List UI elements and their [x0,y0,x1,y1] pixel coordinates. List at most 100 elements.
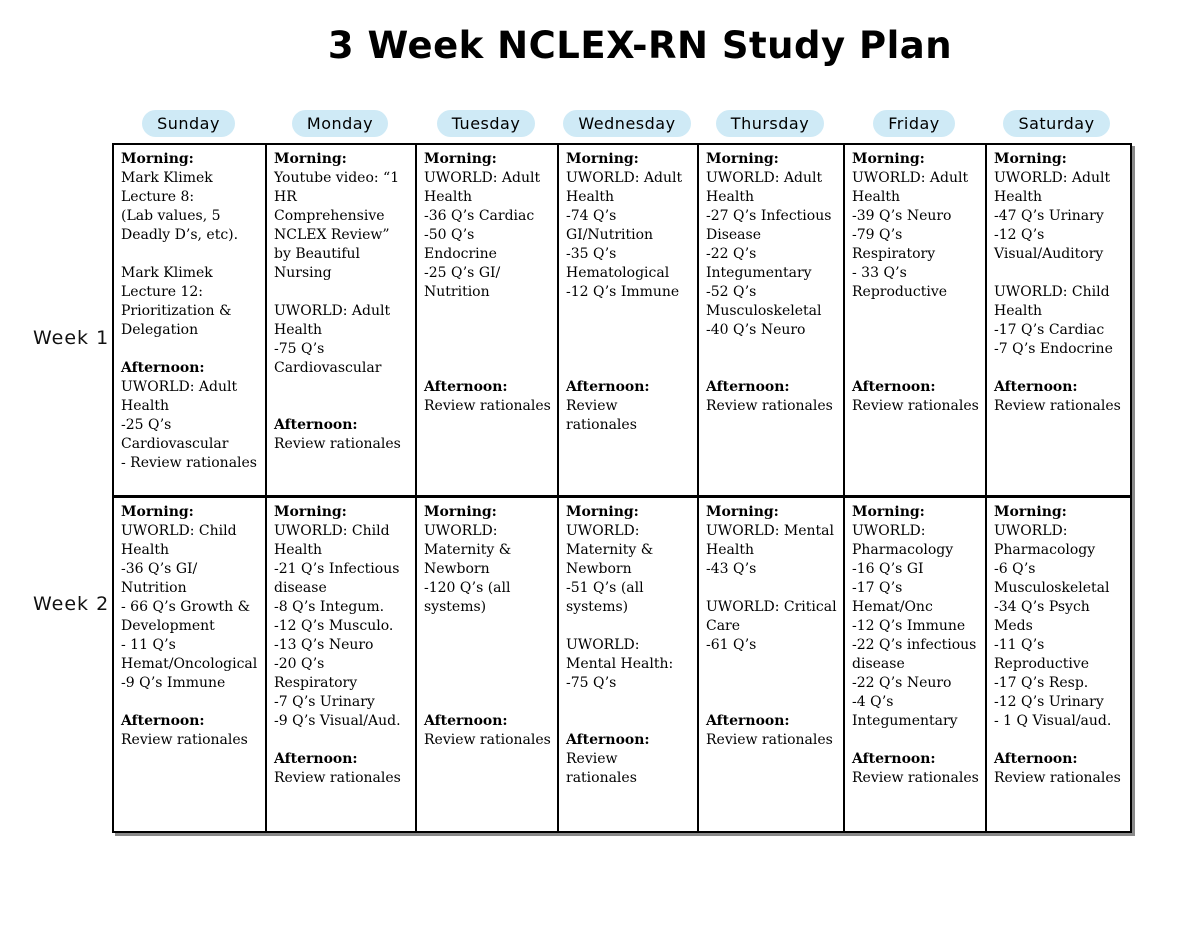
study-line: -6 Q’s Musculoskeletal [994,561,1110,596]
blank-line [566,712,691,731]
session-heading: Morning: [274,504,347,520]
blank-line [424,617,551,636]
study-line: Review rationales [852,398,979,414]
blank-line [852,359,979,378]
session-heading: Morning: [424,151,497,167]
day-pill-wednesday: Wednesday [563,109,691,137]
study-line: UWORLD: Pharmacology [852,523,954,558]
study-line: -22 Q’s Integumentary [706,246,812,281]
session-heading: Morning: [706,151,779,167]
study-line: UWORLD: Child Health [121,523,237,558]
blank-line [566,617,691,636]
blank-line [566,693,691,712]
session-heading: Morning: [994,504,1067,520]
study-line: -40 Q’s Neuro [706,322,806,338]
study-line: UWORLD: Maternity & Newborn [424,523,512,577]
study-line: UWORLD: Adult Health [274,303,391,338]
blank-line [706,340,837,359]
study-line: -39 Q’s Neuro [852,208,952,224]
study-line: -27 Q’s Infectious Disease [706,208,832,243]
blank-line [706,579,837,598]
study-line: -17 Q’s Hemat/Onc [852,580,933,615]
session-heading: Afternoon: [274,417,358,433]
week-2-label: Week 2 [33,593,110,615]
study-line: -22 Q’s Neuro [852,675,952,691]
study-line: Youtube video: “1 HR Comprehensive NCLEX… [274,170,400,281]
study-line: Review rationales [121,732,248,748]
session-heading: Afternoon: [994,379,1078,395]
study-line: -9 Q’s Immune [121,675,226,691]
page-title: 3 Week NCLEX-RN Study Plan [327,24,953,67]
study-line: -36 Q’s GI/ Nutrition [121,561,198,596]
study-line: -43 Q’s [706,561,757,577]
study-line: -20 Q’s Respiratory [274,656,358,691]
blank-line [424,636,551,655]
study-line: Review rationales [852,770,979,786]
study-line: -75 Q’s [566,675,617,691]
study-line: Review rationales [274,770,401,786]
study-line: Review rationales [274,436,401,452]
study-line: - 33 Q’s Reproductive [852,265,948,300]
session-heading: Afternoon: [424,713,508,729]
study-line: - Review rationales [121,455,257,471]
study-line: -35 Q’s Hematological [566,246,670,281]
blank-line [852,340,979,359]
cell-week1-wednesday: Morning: UWORLD: Adult Health -74 Q’s GI/N… [559,145,699,498]
study-line: -9 Q’s Visual/Aud. [274,713,401,729]
study-table: Morning: Mark Klimek Lecture 8: (Lab value… [112,143,1132,833]
blank-line [566,359,691,378]
day-pill-slot: Tuesday [415,106,557,140]
study-line: UWORLD: Adult Health [566,170,683,205]
study-line: -12 Q’s Immune [566,284,680,300]
blank-line [121,245,259,264]
study-line: UWORLD: Critical Care [706,599,837,634]
session-heading: Morning: [852,504,925,520]
session-heading: Morning: [424,504,497,520]
study-line: UWORLD: Adult Health [852,170,969,205]
study-line: -79 Q’s Respiratory [852,227,936,262]
study-line: UWORLD: Mental Health [706,523,834,558]
study-line: -12 Q’s Musculo. [274,618,394,634]
session-heading: Afternoon: [121,713,205,729]
study-line: -25 Q’s Cardiovascular [121,417,229,452]
day-pill-friday: Friday [873,109,955,137]
study-line: Review rationales [706,398,833,414]
study-line: -75 Q’s Cardiovascular [274,341,382,376]
study-line: - 1 Q Visual/aud. [994,713,1112,729]
session-heading: Morning: [274,151,347,167]
study-line: - 66 Q’s Growth & Development [121,599,251,634]
study-line: Review rationales [566,751,637,786]
blank-line [424,359,551,378]
study-line: -22 Q’s infectious disease [852,637,977,672]
study-line: -51 Q’s (all systems) [566,580,644,615]
cell-week2-monday: Morning: UWORLD: Child Health -21 Q’s Infe… [267,498,417,831]
blank-line [706,359,837,378]
study-line: (Lab values, 5 Deadly D’s, etc). [121,208,239,243]
blank-line [424,674,551,693]
cell-week1-saturday: Morning: UWORLD: Adult Health -47 Q’s Urin… [987,145,1130,498]
session-heading: Morning: [994,151,1067,167]
session-heading: Afternoon: [706,713,790,729]
study-line: UWORLD: Child Health [994,284,1110,319]
study-line: Review rationales [566,398,637,433]
cell-week1-sunday: Morning: Mark Klimek Lecture 8: (Lab value… [114,145,267,498]
day-pill-slot: Saturday [985,106,1128,140]
session-heading: Afternoon: [994,751,1078,767]
day-pill-thursday: Thursday [715,109,825,137]
study-line: -25 Q’s GI/ Nutrition [424,265,501,300]
cell-week1-friday: Morning: UWORLD: Adult Health -39 Q’s Neur… [845,145,987,498]
study-line: Review rationales [424,398,551,414]
blank-line [424,340,551,359]
study-line: -7 Q’s Endocrine [994,341,1113,357]
study-plan: Sunday Monday Tuesday Wednesday Thursday Frid… [112,106,1132,833]
day-pill-slot: Friday [843,106,985,140]
study-line: UWORLD: Maternity & Newborn [566,523,654,577]
session-heading: Afternoon: [424,379,508,395]
study-line: Review rationales [994,398,1121,414]
study-line: Mark Klimek Lecture 12: Prioritization &… [121,265,232,338]
session-heading: Morning: [566,504,639,520]
cell-week1-monday: Morning: Youtube video: “1 HR Comprehensi… [267,145,417,498]
day-pill-saturday: Saturday [1003,109,1110,137]
blank-line [994,731,1124,750]
session-heading: Morning: [566,151,639,167]
